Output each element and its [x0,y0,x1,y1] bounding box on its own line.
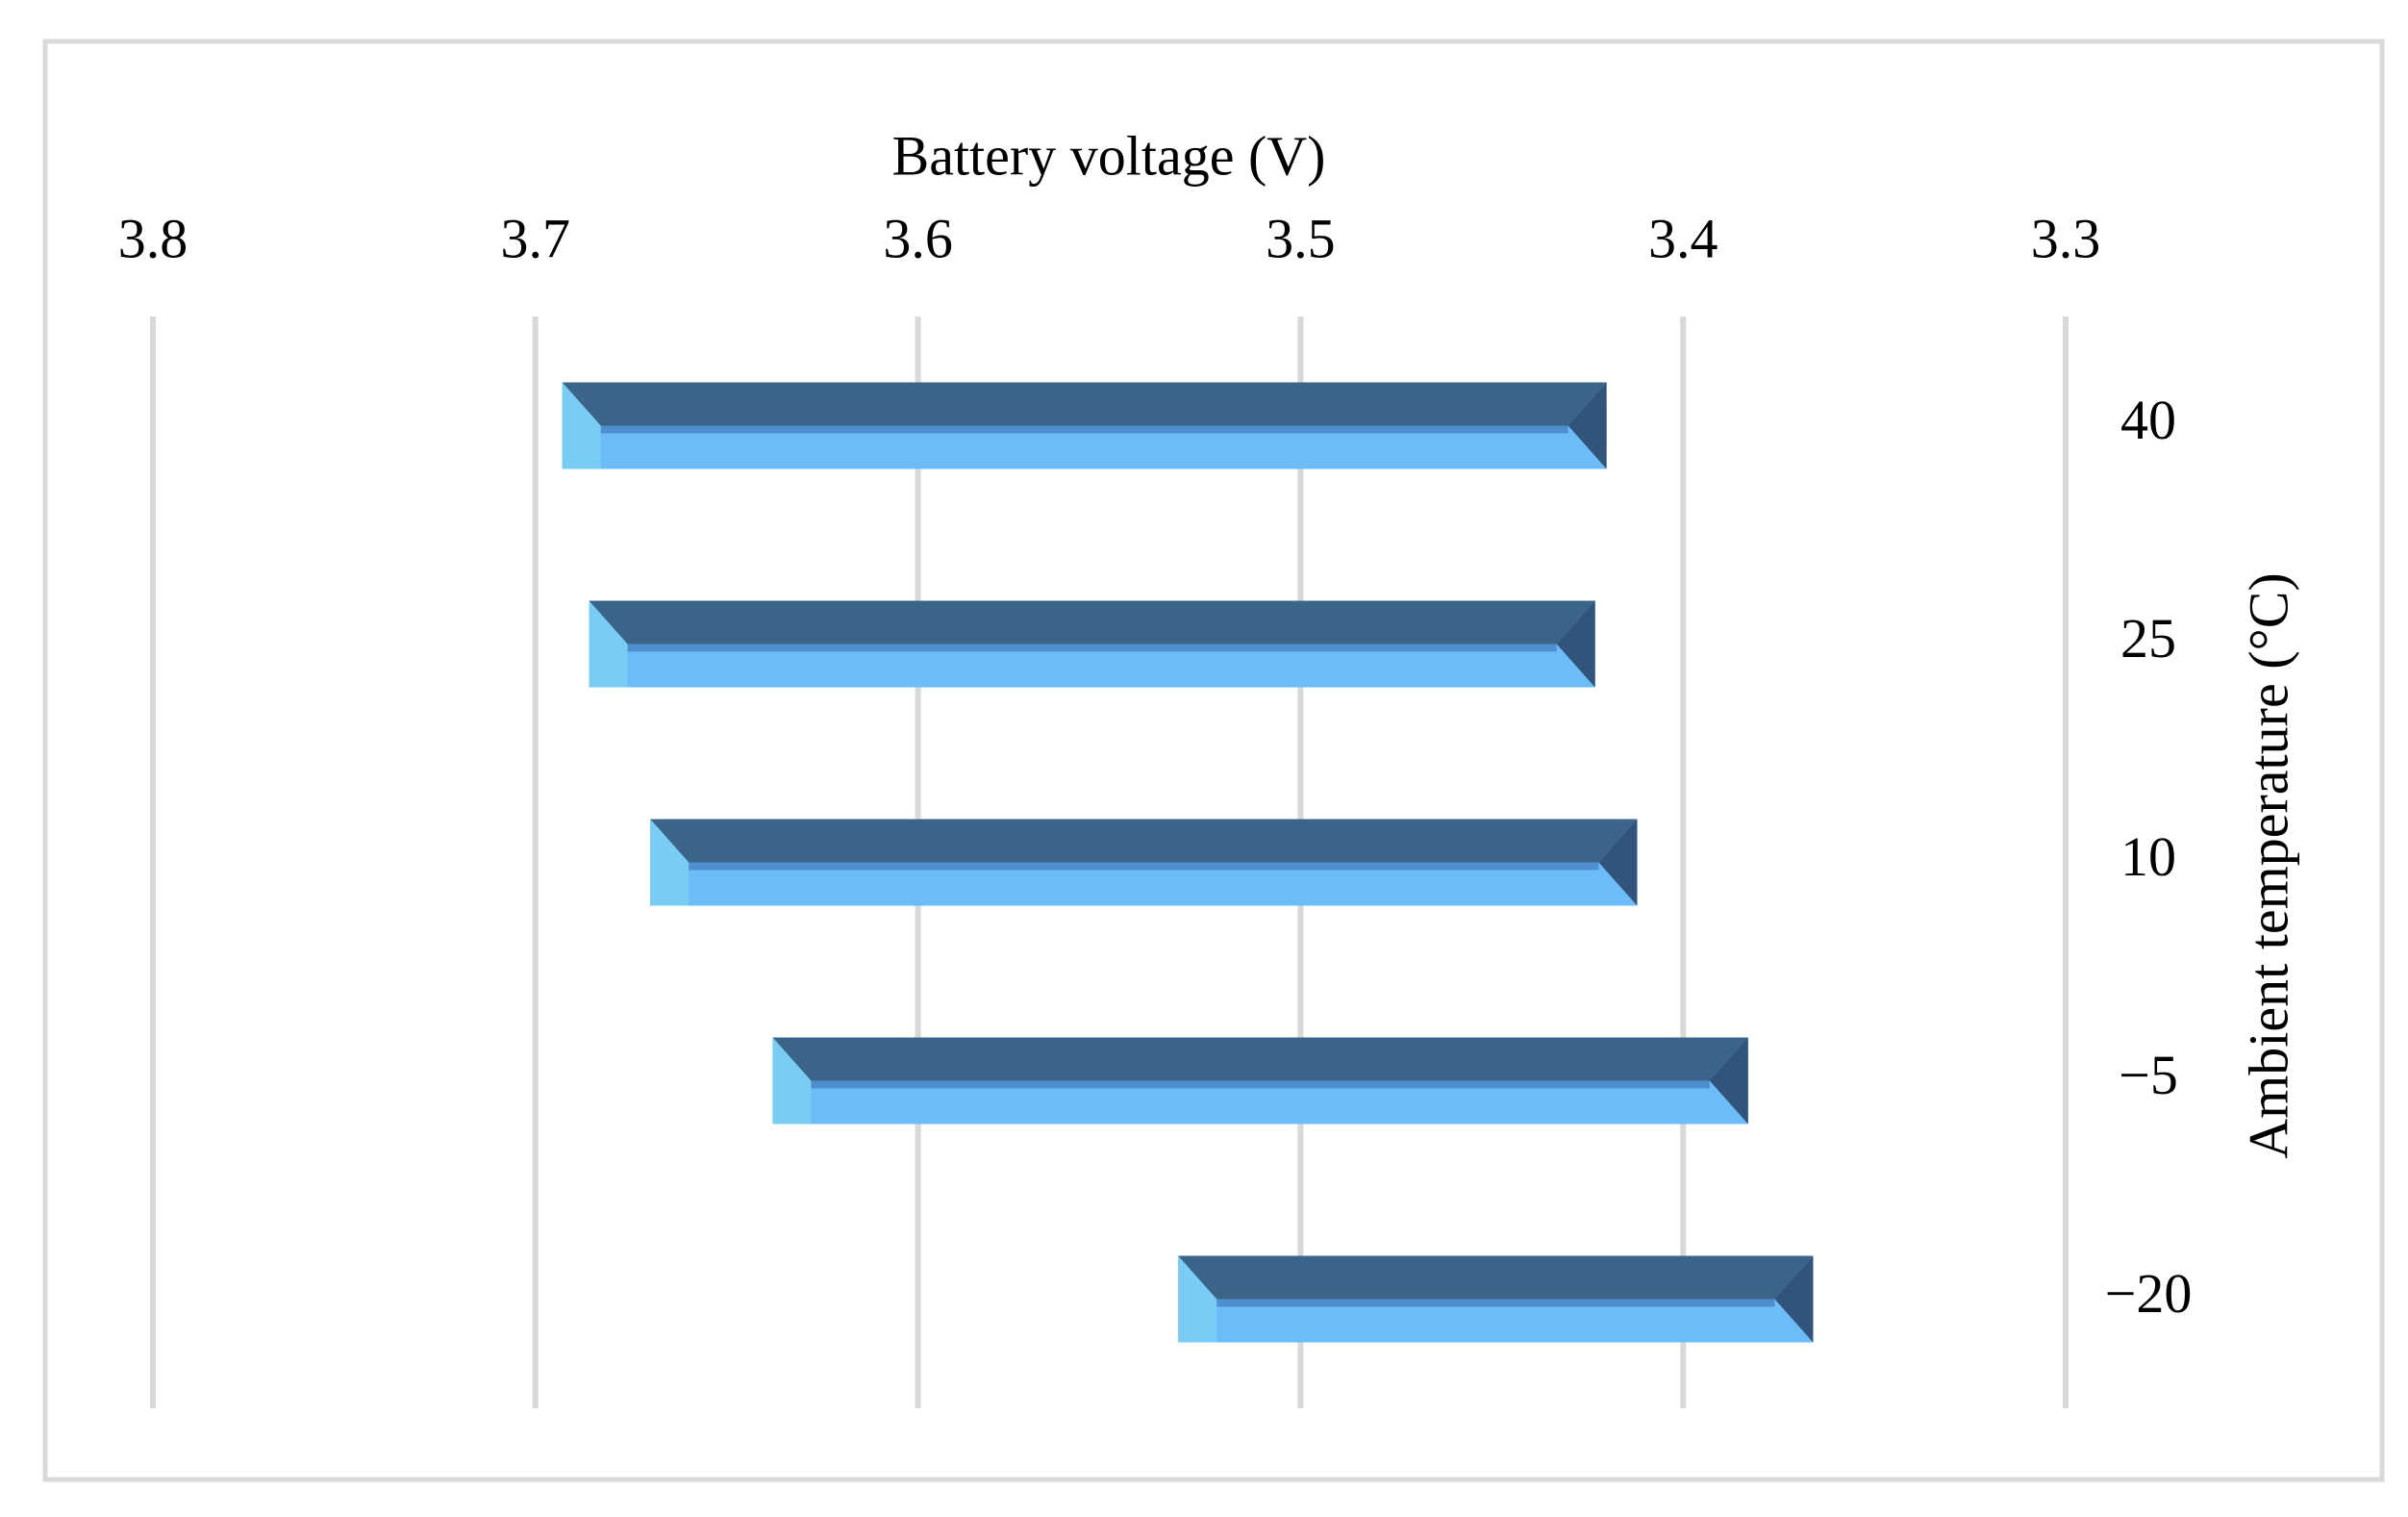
bar-bevel-mid [689,862,1599,871]
y-axis-title: Ambient temperature (°C) [2237,572,2299,1158]
bar-bevel-top [1178,1255,1814,1300]
bar-bevel-right [1709,1037,1748,1125]
bar-group [772,1037,1748,1125]
bar-group [650,819,1638,906]
bar-bevel-left [772,1037,812,1125]
bar-bevel-left [562,382,601,469]
bar-bevel-right [1774,1255,1814,1343]
chart-frame [42,38,2385,1482]
x-tick-label: 3.6 [883,207,953,269]
y-tick-label: 10 [2120,825,2176,888]
bar-bevel-mid [811,1080,1710,1089]
bar-bevel-right [1556,600,1595,688]
y-tick-label: −5 [2119,1044,2178,1106]
bar-bevel-top [589,600,1595,645]
bar-bevel-top [650,819,1638,863]
bar-bevel-mid [1217,1299,1775,1307]
bar-group [562,382,1607,469]
bar-bevel-mid [627,644,1557,652]
x-tick-label: 3.3 [2031,207,2101,269]
bar-group [1178,1255,1814,1343]
bar-bevel-right [1598,819,1638,906]
bar-bevel-top [562,382,1607,426]
x-tick-label: 3.5 [1266,207,1336,269]
x-tick-label: 3.8 [118,207,188,269]
y-tick-label: 25 [2120,607,2176,670]
x-tick-label: 3.7 [501,207,571,269]
bar-bevel-top [772,1037,1748,1081]
x-tick-label: 3.4 [1648,207,1718,269]
x-axis-title: Battery voltage (V) [892,124,1326,187]
bar-bevel-left [650,819,690,906]
bar-group [589,600,1595,688]
bar-bevel-left [589,600,628,688]
bar-bevel-right [1568,382,1607,469]
bar-bevel-mid [600,425,1568,434]
bar-bevel-left [1178,1255,1217,1343]
y-tick-label: 40 [2120,389,2176,451]
y-tick-label: −20 [2105,1262,2193,1325]
